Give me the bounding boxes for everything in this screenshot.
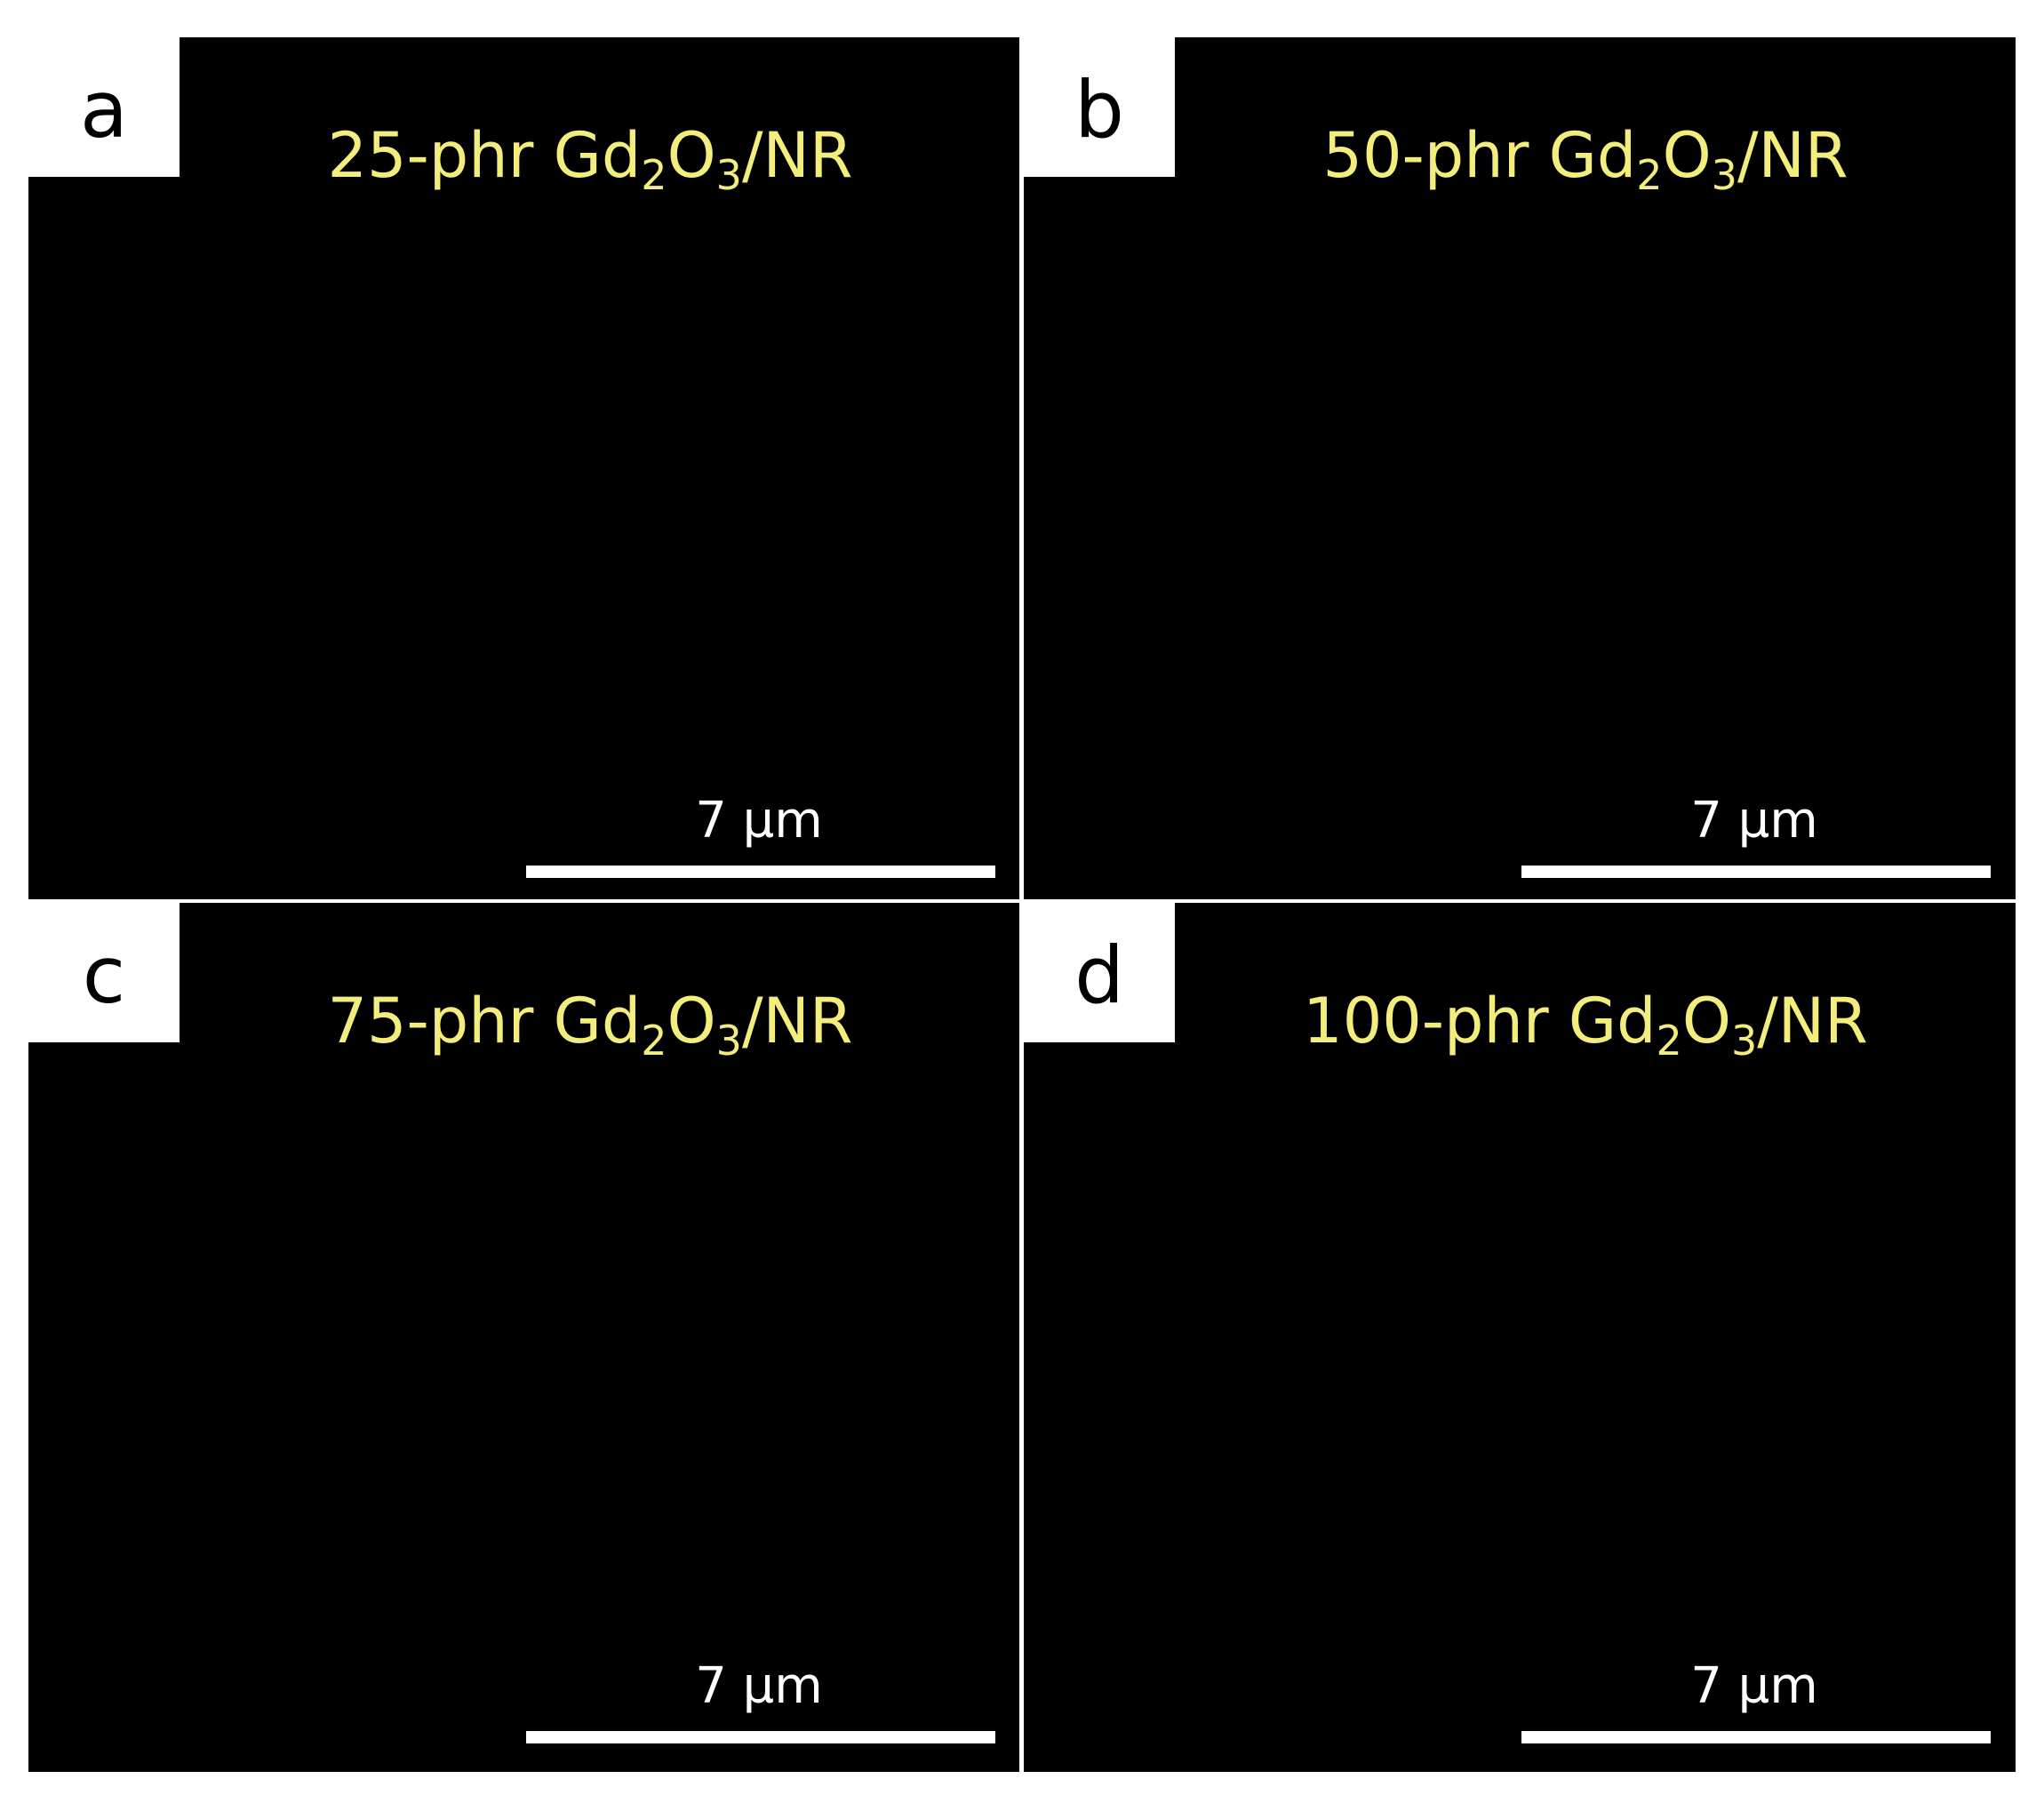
panel: b 50-phr Gd2O3/NR 7 µm — [1024, 37, 2016, 899]
title-subscript: 3 — [716, 151, 742, 199]
panel: d 100-phr Gd2O3/NR 7 µm — [1024, 903, 2016, 1772]
title-text: 100-phr Gd — [1303, 985, 1656, 1057]
scale-bar-label: 7 µm — [1690, 1657, 1818, 1715]
title-text: O — [1663, 119, 1712, 192]
panel-letter: c — [83, 929, 125, 1021]
label-box — [28, 37, 180, 177]
scale-bar — [1521, 866, 1991, 878]
element-map-speckle — [28, 37, 1019, 899]
title-subscript: 2 — [641, 151, 667, 199]
element-map-speckle — [1024, 903, 2016, 1772]
title-text: 25-phr Gd — [327, 119, 641, 192]
panel-title: 100-phr Gd2O3/NR — [1303, 985, 1868, 1065]
label-box — [1024, 37, 1175, 177]
title-text: /NR — [742, 985, 853, 1057]
title-text: O — [1682, 985, 1731, 1057]
scale-bar — [526, 1731, 995, 1743]
panel-title: 75-phr Gd2O3/NR — [327, 985, 852, 1065]
title-subscript: 2 — [641, 1017, 667, 1065]
panel-title: 50-phr Gd2O3/NR — [1322, 119, 1848, 199]
title-subscript: 3 — [1731, 1017, 1757, 1065]
panel-letter: d — [1074, 929, 1124, 1021]
panel: c 75-phr Gd2O3/NR 7 µm — [28, 903, 1019, 1772]
title-text: O — [667, 985, 716, 1057]
title-text: /NR — [1757, 985, 1868, 1057]
element-map-speckle — [1024, 37, 2016, 899]
scale-bar-label: 7 µm — [695, 792, 823, 850]
scale-bar — [526, 866, 995, 878]
scale-bar-label: 7 µm — [1690, 792, 1818, 850]
title-subscript: 3 — [716, 1017, 742, 1065]
panel-letter: b — [1074, 64, 1124, 156]
panel-letter: a — [80, 64, 128, 156]
title-text: O — [667, 119, 716, 192]
label-box — [1024, 903, 1175, 1042]
title-subscript: 3 — [1712, 151, 1737, 199]
title-text: 75-phr Gd — [327, 985, 641, 1057]
panel: a 25-phr Gd2O3/NR 7 µm — [28, 37, 1019, 899]
element-map-speckle — [28, 903, 1019, 1772]
label-box — [28, 903, 180, 1042]
panel-title: 25-phr Gd2O3/NR — [327, 119, 852, 199]
title-subscript: 2 — [1657, 1017, 1682, 1065]
title-text: /NR — [742, 119, 853, 192]
scale-bar — [1521, 1731, 1991, 1743]
scale-bar-label: 7 µm — [695, 1657, 823, 1715]
title-text: 50-phr Gd — [1322, 119, 1636, 192]
title-text: /NR — [1737, 119, 1848, 192]
title-subscript: 2 — [1636, 151, 1662, 199]
